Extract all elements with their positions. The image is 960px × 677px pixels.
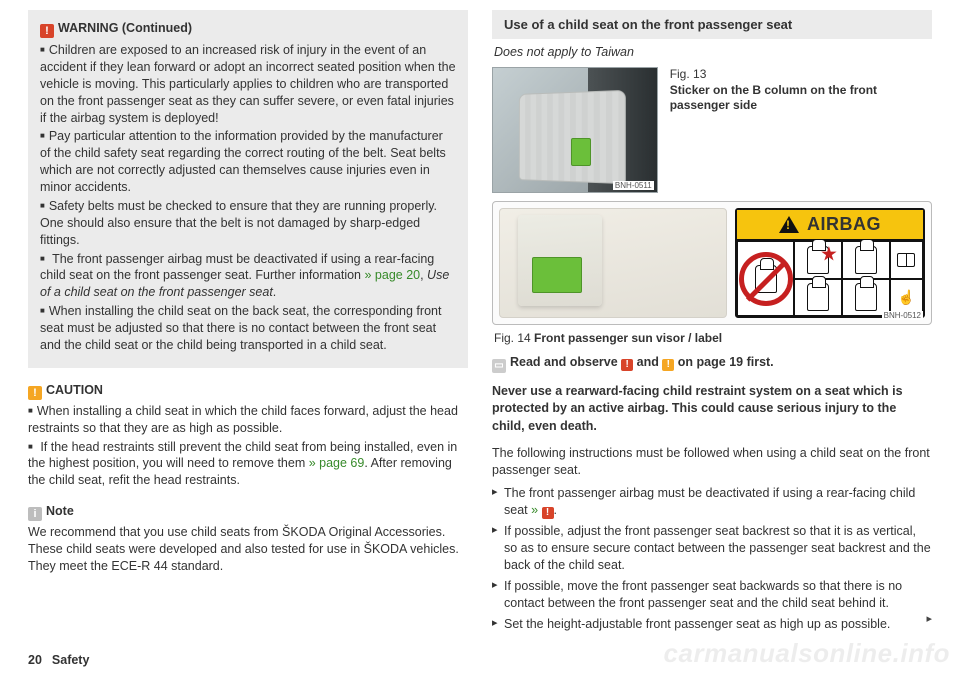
watermark: carmanualsonline.info — [664, 638, 950, 669]
figure-13-row: BNH-0511 Fig. 13 Sticker on the B column… — [492, 67, 932, 193]
warning-item: When installing the child seat on the ba… — [40, 303, 456, 354]
list-item: If possible, adjust the front passenger … — [492, 523, 932, 574]
seat-icon — [842, 241, 890, 279]
warning-box: ! WARNING (Continued) Children are expose… — [28, 10, 468, 368]
page-ref-link[interactable]: » — [531, 503, 538, 517]
caution-title: ! CAUTION — [28, 382, 468, 400]
section-heading: Use of a child seat on the front passeng… — [492, 10, 932, 39]
note-icon: i — [28, 507, 42, 521]
list-item: If possible, move the front passenger se… — [492, 578, 932, 612]
visor-sticker — [532, 257, 582, 293]
continued-indicator: ▸ — [926, 612, 932, 625]
page-footer: 20 Safety — [28, 653, 89, 667]
prohibit-icon — [737, 241, 794, 316]
note-title-text: Note — [46, 504, 74, 518]
read-text: Read and observe — [510, 355, 621, 369]
note-section: i Note We recommend that you use child se… — [28, 503, 468, 575]
read-observe-line: ▭ Read and observe ! and ! on page 19 fir… — [492, 355, 932, 373]
read-text: on page 19 first. — [674, 355, 773, 369]
page-ref-link[interactable]: » page 69 — [309, 456, 365, 470]
figure-14-caption: Fig. 14 Front passenger sun visor / labe… — [494, 331, 932, 345]
bullet-text: The front passenger airbag must be deact… — [504, 486, 915, 517]
never-warning: Never use a rearward-facing child restra… — [492, 383, 932, 435]
figure-title: Sticker on the B column on the front pas… — [670, 83, 877, 113]
applies-note: Does not apply to Taiwan — [494, 45, 932, 59]
warning-item: Safety belts must be checked to ensure t… — [40, 198, 456, 249]
caution-item: When installing a child seat in which th… — [28, 403, 468, 437]
book-icon: ▭ — [492, 359, 506, 373]
figure-14-image: AIRBAG ☝ BNH-0512 — [492, 201, 932, 325]
seat-burst-icon — [794, 241, 842, 279]
book-icon — [897, 253, 915, 267]
bullet-text: . — [554, 503, 557, 517]
note-title: i Note — [28, 503, 468, 521]
airbag-word: AIRBAG — [807, 214, 881, 235]
page-number: 20 — [28, 653, 42, 667]
page-ref-link[interactable]: » page 20 — [364, 268, 420, 282]
caution-icon: ! — [28, 386, 42, 400]
read-text: and — [633, 355, 662, 369]
list-item: The front passenger airbag must be deact… — [492, 485, 932, 519]
warning-title: ! WARNING (Continued) — [40, 20, 456, 38]
manual-icon — [890, 241, 923, 279]
caution-section: ! CAUTION When installing a child seat in… — [28, 382, 468, 489]
warning-text: , — [420, 268, 427, 282]
figure-13-caption: Fig. 13 Sticker on the B column on the f… — [670, 67, 932, 193]
airbag-warning-label: AIRBAG ☝ — [735, 208, 925, 318]
child-seat-icon — [794, 279, 842, 317]
warning-icon: ! — [621, 359, 633, 371]
note-body: We recommend that you use child seats fr… — [28, 524, 468, 575]
caution-icon: ! — [662, 359, 674, 371]
figure-number: Fig. 14 — [494, 331, 534, 345]
image-code: BNH-0512 — [882, 311, 923, 320]
warning-icon: ! — [542, 507, 554, 519]
b-column-sticker — [571, 138, 591, 166]
warning-item: The front passenger airbag must be deact… — [40, 251, 456, 302]
figure-title: Front passenger sun visor / label — [534, 331, 722, 345]
list-item: Set the height-adjustable front passenge… — [492, 616, 932, 633]
warning-item: Children are exposed to an increased ris… — [40, 42, 456, 126]
warning-title-text: WARNING (Continued) — [58, 21, 192, 35]
warning-icon: ! — [40, 24, 54, 38]
warning-item: Pay particular attention to the informat… — [40, 128, 456, 196]
instruction-list: The front passenger airbag must be deact… — [492, 485, 932, 632]
sun-visor — [499, 208, 727, 318]
section-name: Safety — [52, 653, 90, 667]
image-code: BNH-0511 — [613, 181, 654, 190]
warning-triangle-icon — [779, 216, 799, 233]
caution-title-text: CAUTION — [46, 383, 103, 397]
follow-intro: The following instructions must be follo… — [492, 445, 932, 480]
right-column: Use of a child seat on the front passeng… — [492, 10, 932, 636]
figure-13-image: BNH-0511 — [492, 67, 658, 193]
caution-item: If the head restraints still prevent the… — [28, 439, 468, 490]
left-column: ! WARNING (Continued) Children are expose… — [28, 10, 468, 636]
warning-text: . — [273, 285, 276, 299]
figure-number: Fig. 13 — [670, 67, 932, 83]
